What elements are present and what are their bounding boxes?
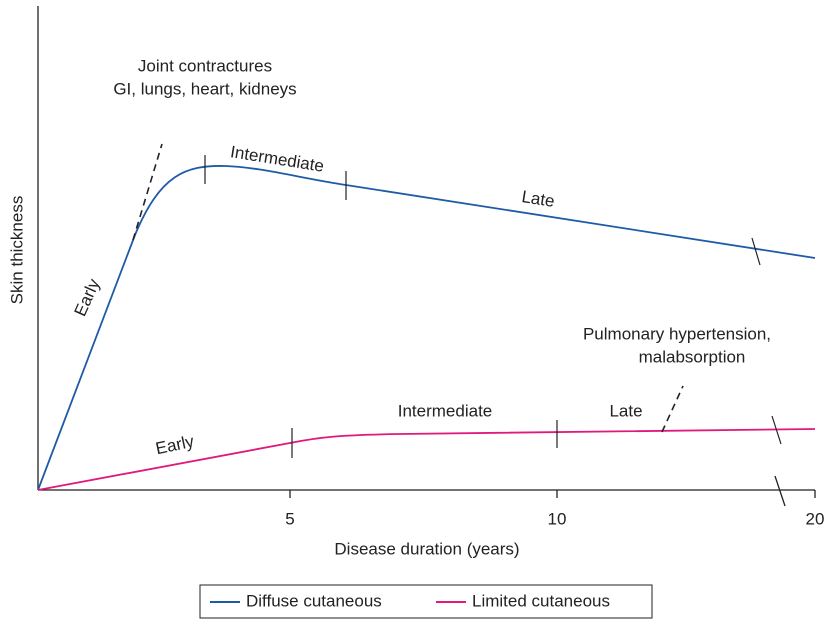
x-tick-label: 5 xyxy=(285,509,294,528)
legend-label: Diffuse cutaneous xyxy=(246,591,382,610)
x-axis-label: Disease duration (years) xyxy=(334,539,519,558)
axes xyxy=(37,6,816,507)
stage-label: Intermediate xyxy=(398,401,493,420)
note-pointer xyxy=(132,143,163,241)
x-tick-label: 10 xyxy=(548,509,567,528)
note-pointer xyxy=(661,385,684,433)
legend-label: Limited cutaneous xyxy=(472,591,610,610)
stage-tick xyxy=(751,237,761,266)
axis-break xyxy=(774,475,786,507)
stage-label: Late xyxy=(609,401,642,420)
diffuse-curve xyxy=(37,165,816,491)
legend-box xyxy=(199,584,653,619)
stage-label: Early xyxy=(154,432,196,459)
annotation: malabsorption xyxy=(639,347,746,366)
y-axis-label: Skin thickness xyxy=(7,196,26,305)
diffuse-ticks xyxy=(204,155,761,266)
x-tick-label: 20 xyxy=(806,509,825,528)
stage-label: Late xyxy=(520,187,556,211)
annotation: Pulmonary hypertension, xyxy=(583,324,771,343)
limited-ticks xyxy=(291,415,782,458)
annotation: Joint contractures xyxy=(138,56,272,75)
stage-tick xyxy=(771,415,782,445)
limited-curve xyxy=(37,428,816,491)
stage-label: Intermediate xyxy=(229,142,325,176)
annotation: GI, lungs, heart, kidneys xyxy=(113,79,296,98)
stage-label: Early xyxy=(71,276,104,320)
